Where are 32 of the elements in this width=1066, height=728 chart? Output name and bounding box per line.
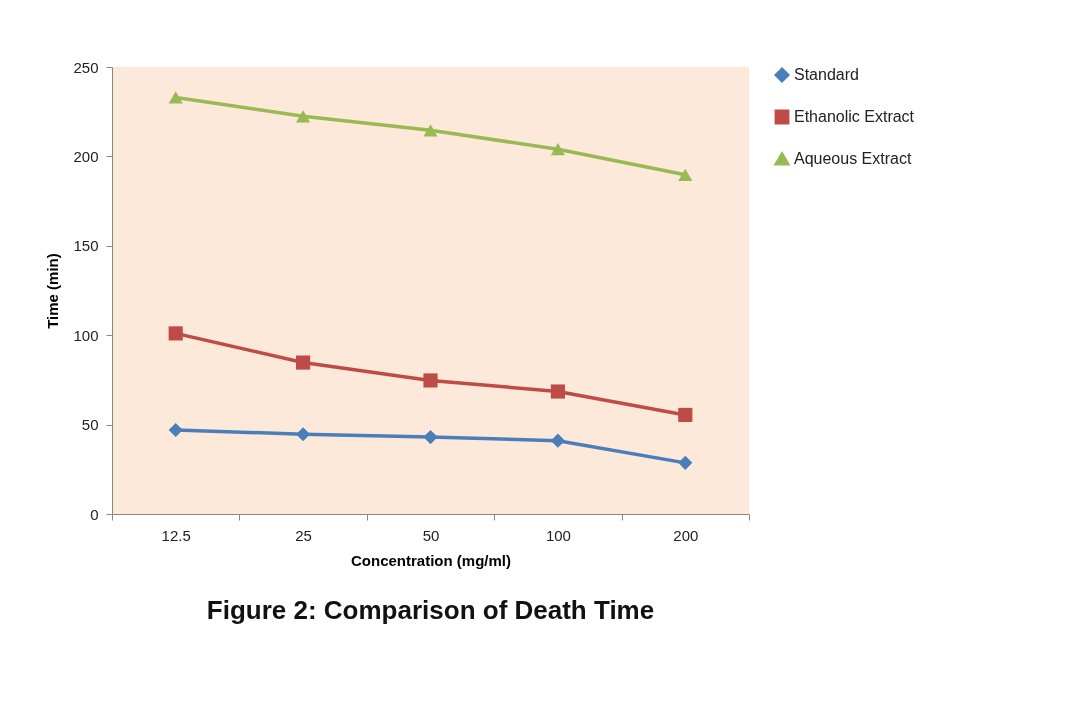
point bbox=[168, 422, 183, 438]
point bbox=[550, 433, 565, 448]
x-tick-label: 100 bbox=[545, 526, 571, 544]
point bbox=[296, 355, 311, 370]
x-tick-label: 200 bbox=[673, 526, 699, 544]
point bbox=[168, 91, 183, 104]
y-tick-label: 200 bbox=[73, 147, 99, 165]
y-tick-label: 150 bbox=[73, 237, 99, 255]
point bbox=[168, 326, 183, 341]
y-tick-label: 0 bbox=[90, 505, 99, 523]
x-tick-label: 50 bbox=[422, 526, 440, 544]
text: Figure 2: Comparison of Death Time bbox=[206, 595, 655, 625]
legend-label: Ethanolic Extract bbox=[794, 108, 915, 125]
point bbox=[678, 407, 693, 423]
y-tick-label: 50 bbox=[81, 416, 99, 434]
point bbox=[550, 143, 565, 156]
point bbox=[423, 430, 438, 445]
y-tick-label: 250 bbox=[73, 58, 99, 76]
y-tick-label: 100 bbox=[73, 326, 99, 344]
point bbox=[423, 373, 438, 388]
point bbox=[678, 455, 693, 470]
legend-label: Aqueous Extract bbox=[794, 150, 912, 167]
point bbox=[423, 124, 438, 137]
point bbox=[678, 168, 693, 181]
x-axis-title: Concentration (mg/ml) bbox=[351, 551, 511, 569]
point bbox=[296, 110, 311, 123]
y-axis-title: Time (min) bbox=[44, 253, 62, 329]
x-tick-label: 25 bbox=[295, 526, 312, 544]
x-tick-label: 12.5 bbox=[161, 526, 191, 544]
point bbox=[296, 427, 311, 442]
point bbox=[550, 384, 565, 399]
legend-label: Standard bbox=[794, 66, 859, 83]
